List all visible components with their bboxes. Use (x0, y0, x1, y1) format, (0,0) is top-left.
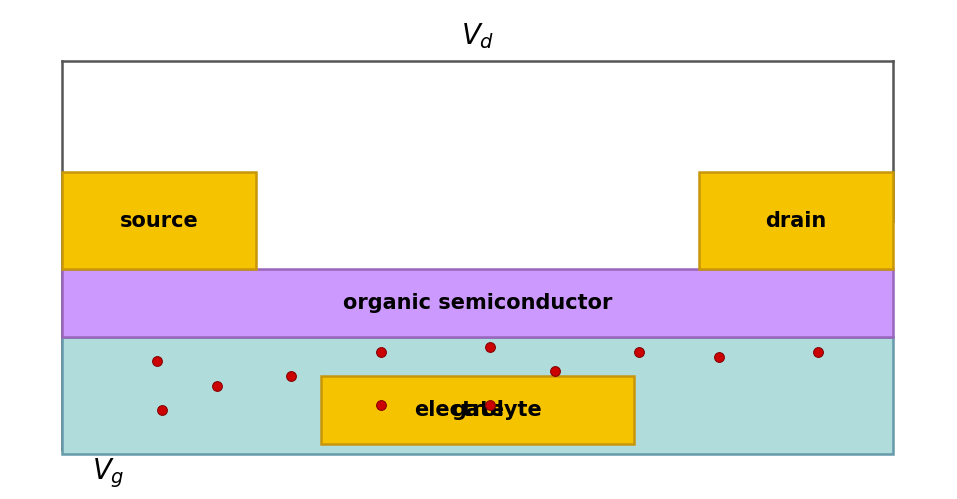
Bar (699, 173, 893, 269)
Text: $V_g$: $V_g$ (92, 457, 124, 490)
Text: organic semiconductor: organic semiconductor (343, 293, 612, 313)
Text: $V_d$: $V_d$ (460, 21, 494, 51)
Bar (62, 337, 893, 454)
Bar (321, 376, 634, 444)
Text: electrolyte: electrolyte (413, 400, 542, 420)
Text: source: source (120, 211, 199, 231)
Bar (62, 173, 256, 269)
Text: gate: gate (451, 400, 504, 420)
Text: drain: drain (765, 211, 826, 231)
Bar (62, 269, 893, 337)
